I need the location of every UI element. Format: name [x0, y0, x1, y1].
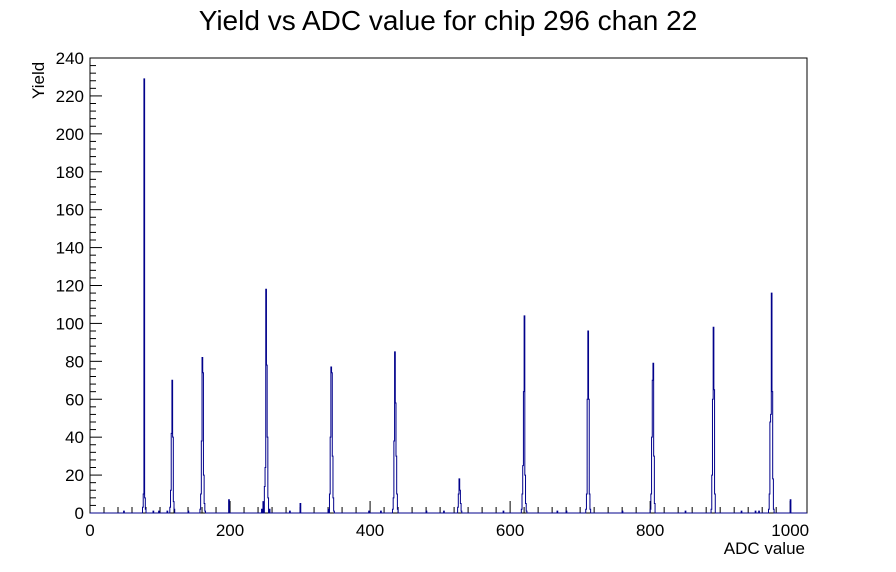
x-tick-label: 400: [356, 521, 384, 540]
histogram-bin: [771, 414, 772, 513]
y-tick-label: 220: [56, 87, 84, 106]
y-tick-label: 240: [56, 49, 84, 68]
x-tick-label: 800: [636, 521, 664, 540]
x-tick-label: 600: [496, 521, 524, 540]
x-tick-label: 1000: [771, 521, 809, 540]
chart-title: Yield vs ADC value for chip 296 chan 22: [199, 5, 698, 36]
plot-frame: [89, 57, 808, 514]
y-tick-label: 40: [65, 428, 84, 447]
y-tick-label: 200: [56, 125, 84, 144]
y-tick-label: 0: [75, 504, 84, 523]
x-tick-label: 200: [216, 521, 244, 540]
y-tick-label: 20: [65, 466, 84, 485]
y-tick-label: 100: [56, 314, 84, 333]
y-axis-title: Yield: [29, 62, 48, 99]
y-tick-label: 180: [56, 163, 84, 182]
y-tick-label: 120: [56, 277, 84, 296]
y-tick-label: 140: [56, 239, 84, 258]
y-tick-label: 80: [65, 352, 84, 371]
y-tick-label: 160: [56, 201, 84, 220]
x-axis: 0 200 400 600 800 1000: [85, 501, 809, 540]
histogram-bins: [124, 79, 791, 513]
y-axis: 0 20 40 60 80 100 120 140 160 180 200 220 240: [56, 49, 102, 523]
x-tick-label: 0: [85, 521, 94, 540]
histogram-series-line: [90, 78, 807, 514]
x-axis-title: ADC value: [724, 539, 805, 558]
y-tick-label: 60: [65, 390, 84, 409]
